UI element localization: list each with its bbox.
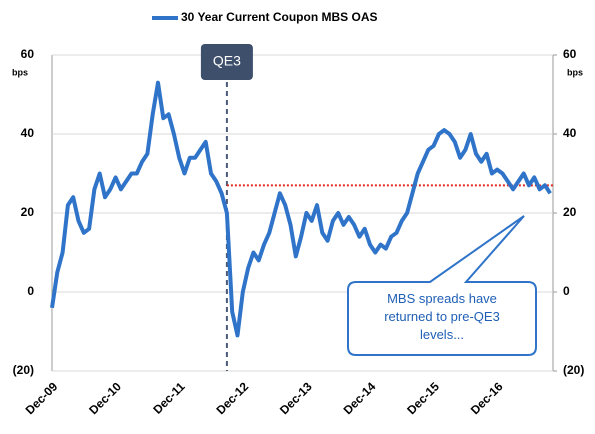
y-tick-label: (20) [13,363,34,377]
x-tick-label: Dec-12 [213,379,251,417]
y2-tick-label: (20) [563,363,584,377]
y-tick-label: 20 [21,205,35,219]
x-tick-label: Dec-15 [404,379,442,417]
callout-line: levels... [420,327,464,342]
event-label: QE3 [213,53,241,69]
y-tick-label: 60 [21,47,35,61]
y-unit-right: bps [567,67,583,77]
x-tick-label: Dec-11 [150,379,187,416]
callout-line: MBS spreads have [387,291,497,306]
y2-tick-label: 0 [563,284,570,298]
callout-text: MBS spreads have returned to pre-QE3 level… [384,291,500,342]
y-tick-label: 0 [27,284,34,298]
legend-label: 30 Year Current Coupon MBS OAS [181,10,377,24]
x-tick-label: Dec-13 [277,379,315,417]
callout-line: returned to pre-QE3 [384,309,500,324]
y2-tick-label: 40 [563,126,577,140]
x-tick-label: Dec-16 [468,379,506,417]
event-badge [200,44,253,80]
x-tick-label: Dec-10 [86,379,124,417]
series-line [50,80,552,338]
y-tick-label: 40 [21,126,35,140]
y2-tick-label: 20 [563,205,577,219]
y-unit-left: bps [12,67,28,77]
x-tick-label: Dec-09 [23,379,61,417]
callout-box [347,215,537,356]
x-tick-label: Dec-14 [341,379,379,417]
y2-tick-label: 60 [563,47,577,61]
